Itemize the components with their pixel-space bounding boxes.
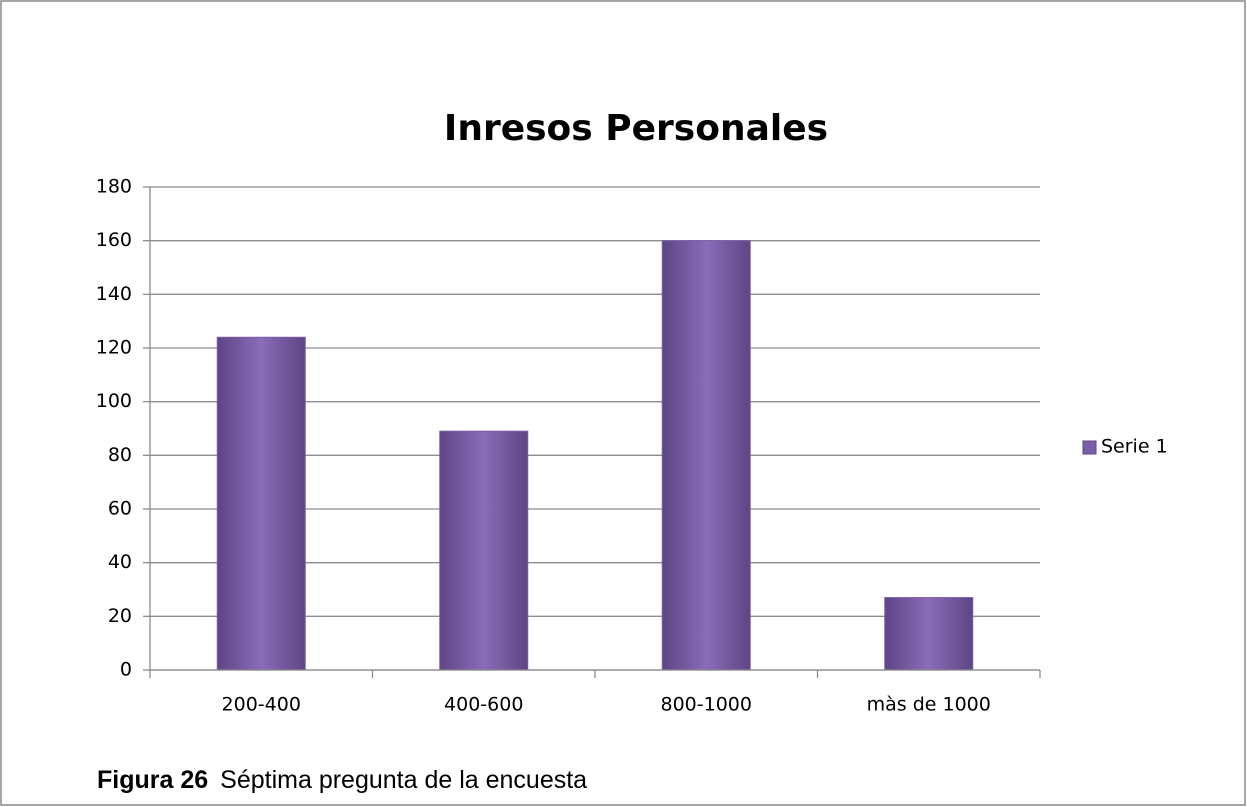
bar <box>216 336 306 671</box>
bar <box>661 240 751 671</box>
y-tick-label: 60 <box>108 498 132 520</box>
y-tick-label: 120 <box>96 337 132 359</box>
y-tick-label: 180 <box>96 176 132 198</box>
x-tick-label: 200-400 <box>222 694 301 716</box>
y-tick-label: 20 <box>108 605 132 627</box>
y-tick-label: 0 <box>120 659 132 681</box>
chart-title: Inresos Personales <box>444 108 828 149</box>
y-tick-label: 160 <box>96 229 132 251</box>
bar <box>884 597 974 671</box>
y-tick-label: 40 <box>108 551 132 573</box>
x-tick-label: 800-1000 <box>661 694 752 716</box>
x-tick-label: 400-600 <box>444 694 523 716</box>
caption-label: Figura 26 <box>97 766 208 794</box>
caption: Figura 26 Séptima pregunta de la encuesta <box>97 766 587 794</box>
x-tick-label: màs de 1000 <box>867 694 991 716</box>
bar <box>439 430 529 671</box>
caption-text: Séptima pregunta de la encuesta <box>220 766 587 794</box>
y-tick-label: 100 <box>96 390 132 412</box>
legend-label: Serie 1 <box>1101 436 1168 458</box>
y-tick-label: 80 <box>108 444 132 466</box>
legend-swatch <box>1082 440 1097 455</box>
y-tick-label: 140 <box>96 283 132 305</box>
